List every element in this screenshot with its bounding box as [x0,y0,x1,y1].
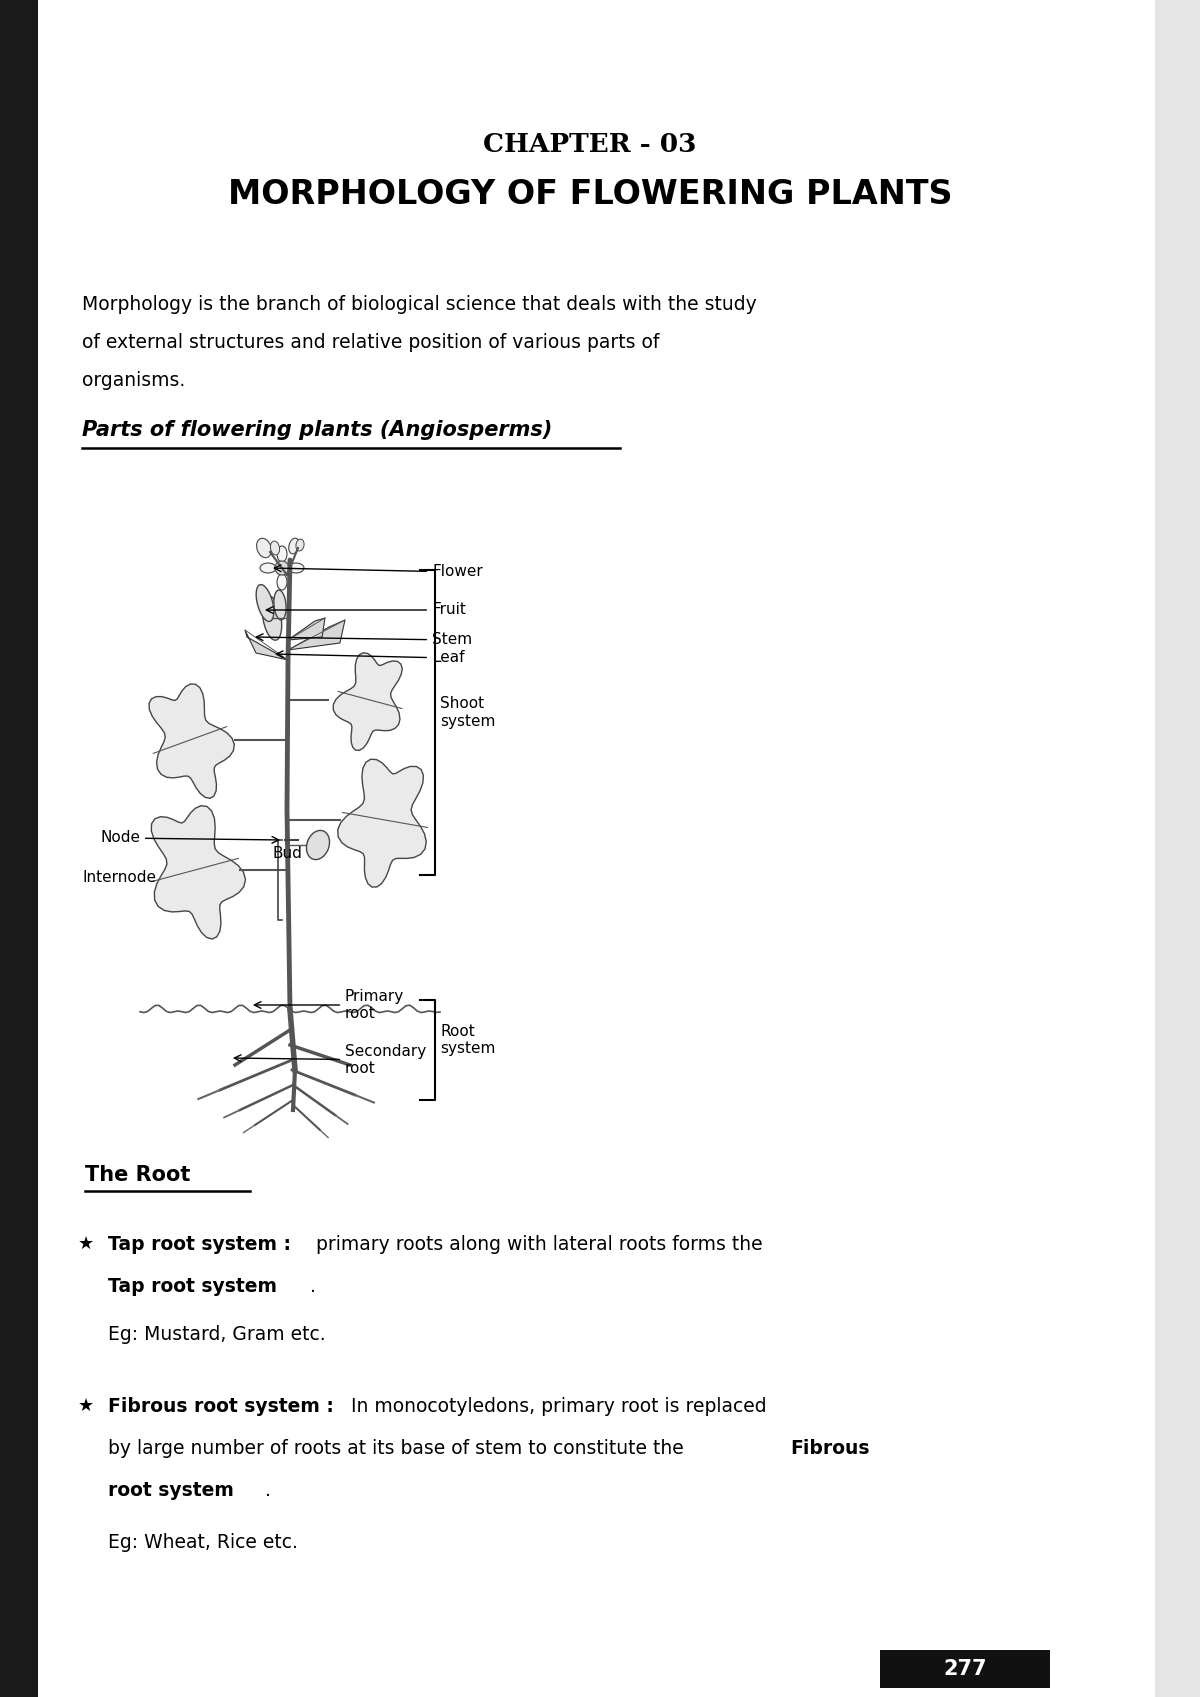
Text: Root
system: Root system [440,1023,496,1056]
Text: primary roots along with lateral roots forms the: primary roots along with lateral roots f… [310,1235,763,1254]
Text: .: . [310,1278,316,1297]
Text: organisms.: organisms. [82,372,185,390]
Text: .: . [265,1481,271,1500]
Text: by large number of roots at its base of stem to constitute the: by large number of roots at its base of … [108,1439,690,1458]
Text: ★: ★ [78,1235,94,1252]
Polygon shape [151,806,246,938]
Ellipse shape [289,538,299,553]
Ellipse shape [288,563,304,574]
Text: Secondary
root: Secondary root [234,1044,426,1076]
Text: Primary
root: Primary root [254,989,404,1022]
Bar [1154,0,1200,1697]
Ellipse shape [260,563,276,574]
Text: MORPHOLOGY OF FLOWERING PLANTS: MORPHOLOGY OF FLOWERING PLANTS [228,178,953,212]
Circle shape [275,562,289,575]
Polygon shape [334,653,402,750]
Text: Morphology is the branch of biological science that deals with the study: Morphology is the branch of biological s… [82,295,757,314]
Ellipse shape [306,830,330,860]
Ellipse shape [277,546,287,562]
Text: In monocotyledons, primary root is replaced: In monocotyledons, primary root is repla… [346,1397,767,1415]
Text: ★: ★ [78,1397,94,1415]
Text: The Root: The Root [85,1166,191,1185]
Polygon shape [256,584,274,621]
Text: 277: 277 [943,1660,986,1678]
Text: Internode: Internode [83,871,157,886]
Text: Stem: Stem [257,633,472,648]
Text: of external structures and relative position of various parts of: of external structures and relative posi… [82,333,659,351]
Text: Node: Node [100,830,278,845]
Polygon shape [274,591,286,619]
Text: Eg: Wheat, Rice etc.: Eg: Wheat, Rice etc. [108,1532,298,1553]
Text: Bud: Bud [272,845,302,860]
Polygon shape [245,630,288,660]
Polygon shape [149,684,234,798]
Polygon shape [337,759,426,888]
Ellipse shape [277,574,287,591]
Text: Fibrous: Fibrous [790,1439,870,1458]
Ellipse shape [270,541,280,555]
Text: root system: root system [108,1481,234,1500]
Text: Fruit: Fruit [266,602,466,618]
Ellipse shape [257,538,271,558]
Text: Flower: Flower [275,565,482,579]
Text: Parts of flowering plants (Angiosperms): Parts of flowering plants (Angiosperms) [82,419,552,440]
Bar [0,0,38,1697]
Text: Eg: Mustard, Gram etc.: Eg: Mustard, Gram etc. [108,1325,325,1344]
Text: Leaf: Leaf [276,650,464,665]
Polygon shape [288,619,346,650]
Ellipse shape [296,540,304,552]
Bar [880,1649,1050,1689]
Polygon shape [288,618,325,640]
Polygon shape [263,596,282,640]
Text: Shoot
system: Shoot system [440,696,496,728]
Text: CHAPTER - 03: CHAPTER - 03 [484,132,697,158]
Text: Tap root system :: Tap root system : [108,1235,292,1254]
Text: Fibrous root system :: Fibrous root system : [108,1397,334,1415]
Text: Tap root system: Tap root system [108,1278,277,1297]
